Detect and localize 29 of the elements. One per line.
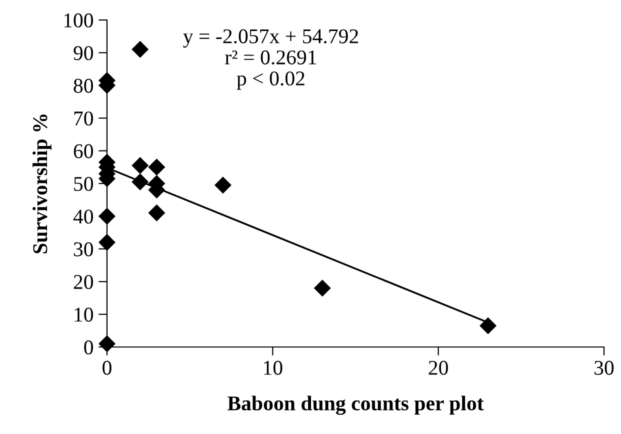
y-axis-title: Survivorship % xyxy=(32,114,52,254)
point xyxy=(132,173,149,190)
point xyxy=(98,208,116,225)
annotation: y = -2.057x + 54.792 r² = 0.2691 p < 0.02 xyxy=(183,29,358,90)
y-tick-label: 20 xyxy=(74,274,94,290)
point xyxy=(148,204,166,222)
y-tick-label: 30 xyxy=(74,242,94,256)
y-tick-label: 10 xyxy=(74,308,94,322)
y-tick-label: 0 xyxy=(84,340,94,354)
x-axis-title: Baboon dung counts per plot xyxy=(228,396,484,415)
x-tick-label: 30 xyxy=(594,360,614,375)
y-tick-label: 80 xyxy=(74,78,94,93)
point xyxy=(480,317,497,334)
y-tick-label: 50 xyxy=(74,176,94,191)
point xyxy=(214,176,232,194)
x-tick-label: 0 xyxy=(102,360,112,375)
y-tick-label: 60 xyxy=(74,144,94,158)
point xyxy=(148,158,166,176)
point xyxy=(132,40,149,58)
y-tick-label: 70 xyxy=(74,111,94,126)
point xyxy=(98,234,116,251)
x-tick-label: 20 xyxy=(428,360,448,375)
y-tick-label: 40 xyxy=(73,210,94,224)
point xyxy=(132,157,149,174)
point xyxy=(98,335,116,352)
y-tick-label: 100 xyxy=(64,13,94,28)
y-tick-label: 90 xyxy=(74,46,94,60)
point xyxy=(314,280,331,297)
x-tick-label: 10 xyxy=(264,360,282,375)
